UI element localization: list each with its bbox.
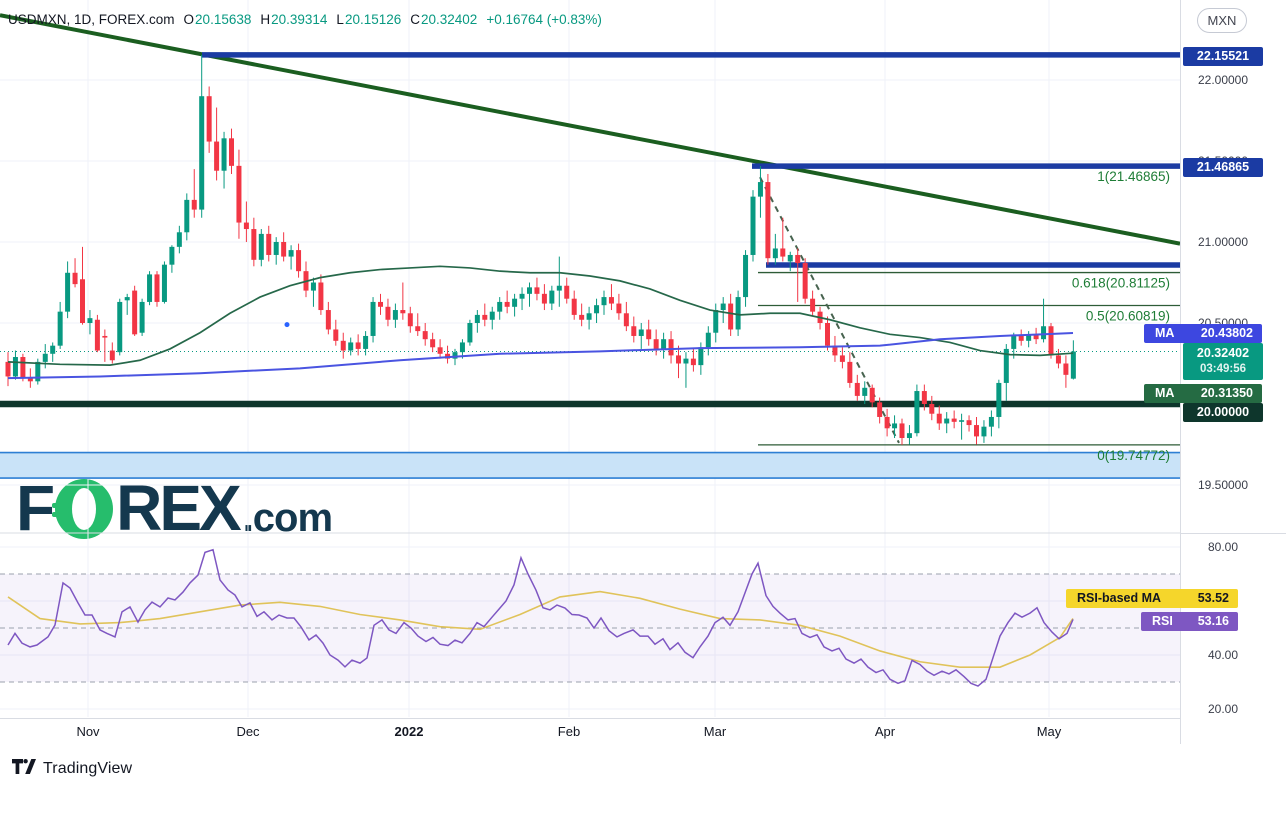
watermark-letters-rex: REX <box>116 472 242 544</box>
footer: TradingView <box>0 744 1286 822</box>
axis-label-plain: 22.00000 <box>1197 73 1249 87</box>
symbol-legend: USDMXN, 1D, FOREX.com O 20.15638 H 20.39314… <box>8 12 602 27</box>
ohlc-field: O 20.15638 <box>183 12 252 27</box>
price-axis[interactable]: MXN 22.1552122.0000021.5000021.4686521.0… <box>1066 0 1286 744</box>
watermark-letter-f: F <box>16 472 55 544</box>
tradingview-mark-icon <box>12 759 36 774</box>
axis-label-ma-green: MA 20.31350 <box>1144 383 1262 403</box>
time-axis[interactable]: Nov Dec 2022 Feb Mar Apr May <box>0 718 1286 744</box>
currency-toggle-button[interactable]: MXN <box>1197 8 1247 33</box>
axis-label-current: 20.32402 03:49:56 <box>1183 342 1263 380</box>
tradingview-text: TradingView <box>43 759 133 777</box>
candlestick-rsi-chart[interactable]: 1(21.46865) 0.618(20.81125) 0.5(20.60819) 0… <box>0 0 1180 718</box>
time-label-dec: Dec <box>236 724 260 739</box>
axis-label-ma-blue: MA 20.43802 <box>1144 323 1262 343</box>
time-label-2022: 2022 <box>394 724 424 739</box>
ohlc-values: O 20.15638 H 20.39314 L 20.15126 C 20.32402 <box>184 12 478 27</box>
axis-label-navy: 22.15521 <box>1183 46 1263 66</box>
axis-label-plain: 20.00 <box>1207 702 1239 716</box>
time-label-mar: Mar <box>703 724 727 739</box>
axis-label-rsi-ma: RSI-based MA 53.52 <box>1066 588 1238 608</box>
axis-label-plain: 19.50000 <box>1197 478 1249 492</box>
ohlc-field: H 20.39314 <box>260 12 328 27</box>
ohlc-field: C 20.32402 <box>410 12 478 27</box>
watermark-o-icon <box>52 478 114 539</box>
time-label-apr: Apr <box>874 724 896 739</box>
change-value: +0.16764 (+0.83%) <box>486 12 602 27</box>
time-label-may: May <box>1036 724 1062 739</box>
chart-pane[interactable]: F REX .com 1(21.46865) 0.618(20.81125) 0.5… <box>0 0 1180 744</box>
symbol-title[interactable]: USDMXN, 1D, FOREX.com <box>8 12 175 27</box>
candles <box>5 54 1076 445</box>
forex-watermark-logo: F REX .com <box>16 472 333 544</box>
watermark-dotcom: .com <box>242 495 333 540</box>
ohlc-field: L 20.15126 <box>336 12 402 27</box>
axis-label-dark: 20.00000 <box>1183 402 1263 422</box>
tradingview-logo[interactable]: TradingView <box>12 759 132 778</box>
axis-label-plain: 80.00 <box>1207 540 1239 554</box>
fib-label[interactable]: 0(19.74772) <box>1097 448 1170 463</box>
axis-label-rsi: RSI 53.16 <box>1141 611 1238 631</box>
time-label-feb: Feb <box>557 724 581 739</box>
fib-label[interactable]: 0.5(20.60819) <box>1086 308 1170 323</box>
fib-label[interactable]: 1(21.46865) <box>1097 169 1170 184</box>
axis-label-plain: 40.00 <box>1207 648 1239 662</box>
axis-label-plain: 21.00000 <box>1197 235 1249 249</box>
axis-label-navy: 21.46865 <box>1183 157 1263 177</box>
time-label-nov: Nov <box>76 724 100 739</box>
fib-label[interactable]: 0.618(20.81125) <box>1072 276 1170 291</box>
